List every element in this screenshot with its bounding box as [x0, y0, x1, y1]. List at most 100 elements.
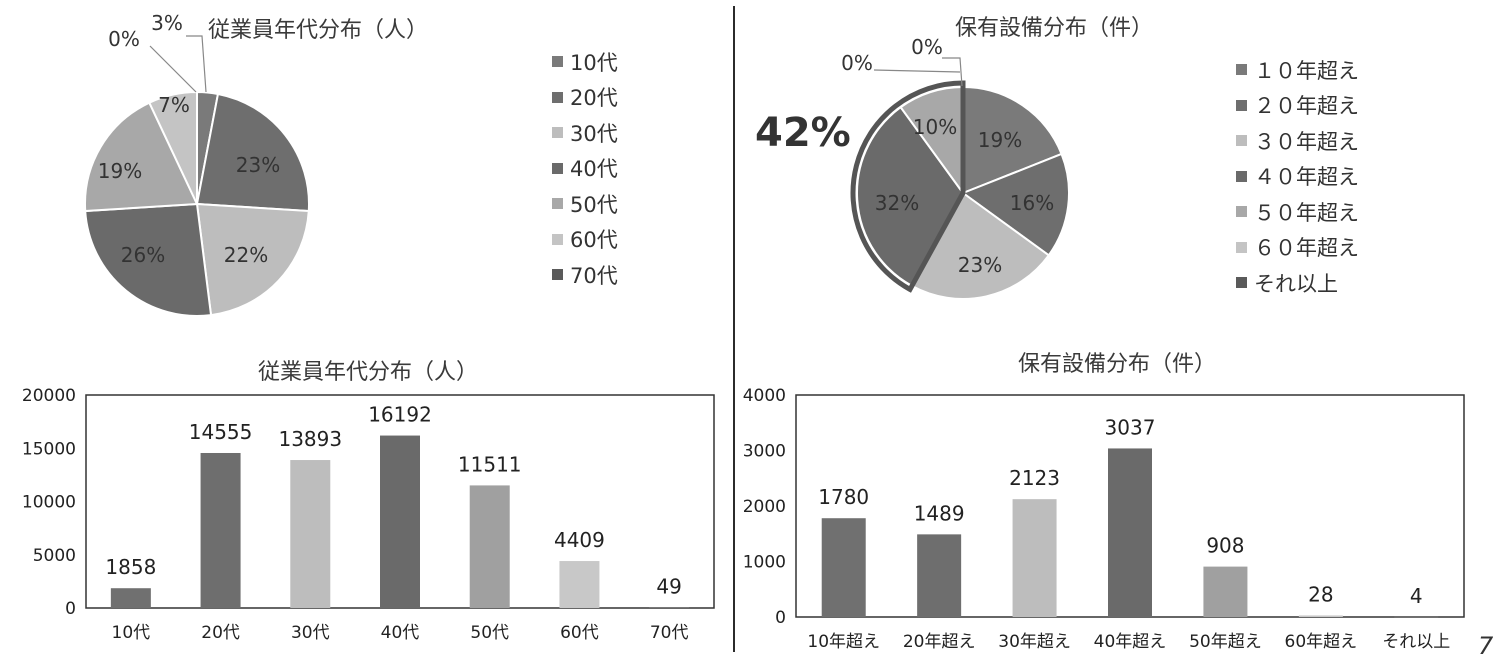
bar2-bar — [917, 534, 962, 617]
pie2-title: 保有設備分布（件） — [955, 16, 1154, 41]
pie2-slice-label: 0% — [841, 51, 873, 75]
pie1-slice-label: 26% — [121, 243, 165, 267]
pie1-leader-line — [186, 35, 207, 93]
bar1-x-tick: 50代 — [470, 623, 509, 643]
pie1-legend-label: 20代 — [570, 86, 618, 111]
pie1-legend-item: 50代 — [552, 186, 618, 222]
bar1-x-tick: 10代 — [112, 623, 151, 643]
bar2-x-tick: 60年超え — [1285, 632, 1358, 652]
pie2-slice-label: 0% — [911, 35, 943, 59]
bar1-data-label: 49 — [656, 574, 681, 598]
bar1-y-tick: 10000 — [22, 493, 76, 513]
pie2-legend-swatch — [1236, 135, 1247, 147]
bar2-bar — [1298, 615, 1343, 617]
pie2-legend-swatch — [1236, 99, 1247, 111]
pie2-slice — [910, 191, 1051, 300]
pie1-legend-swatch — [552, 198, 563, 210]
bar1-data-label: 1858 — [105, 555, 156, 579]
pie2-legend-item: ４０年超え — [1236, 159, 1359, 195]
bar2-data-label: 4 — [1410, 584, 1423, 608]
pie2-slice-label: 19% — [978, 128, 1022, 152]
pie1-legend: 10代 20代 30代 40代 50代 60代 70代 — [552, 44, 618, 293]
bar1-bar — [110, 588, 151, 608]
bar2-y-tick: 1000 — [743, 553, 786, 573]
bar2-bar — [1203, 566, 1248, 617]
pie2-slice-label: 32% — [875, 191, 919, 215]
pie2-slice-label: 23% — [958, 253, 1002, 277]
pie1-legend-label: 40代 — [570, 157, 618, 182]
bar1-title: 従業員年代分布（人） — [258, 360, 479, 385]
pie1-legend-swatch — [552, 233, 563, 245]
pie1-slice-label: 3% — [151, 11, 183, 35]
bar1-y-tick: 5000 — [33, 546, 76, 566]
bar1-bar — [290, 460, 331, 608]
pie1-legend-label: 10代 — [570, 50, 618, 75]
bar1-x-tick: 40代 — [381, 623, 420, 643]
pie1-legend-swatch — [552, 91, 563, 103]
pie2-slice — [856, 105, 965, 288]
pie1-legend-swatch — [552, 269, 563, 281]
pie2-legend-item: ５０年超え — [1236, 194, 1359, 230]
bar1-y-tick: 20000 — [22, 386, 76, 406]
pie2-highlight-outline — [850, 80, 966, 293]
pie1-slice-label: 0% — [108, 27, 140, 51]
bar2-bar — [1012, 499, 1057, 617]
bar2-data-label: 28 — [1308, 582, 1333, 606]
pie1-slice — [84, 202, 213, 317]
pie2-legend-item: ６０年超え — [1236, 230, 1359, 266]
pie1-legend-label: 70代 — [570, 263, 618, 288]
pie2-legend-swatch — [1236, 64, 1247, 76]
pie1-slice — [195, 202, 310, 317]
pie1-legend-swatch — [552, 56, 563, 68]
pie2-slice — [962, 85, 1063, 195]
pie1-legend-swatch — [552, 162, 563, 174]
bar1-x-tick: 30代 — [291, 623, 330, 643]
bar1-bar — [200, 452, 241, 608]
pie1-legend-swatch — [552, 127, 563, 139]
pie1-slice — [195, 92, 310, 213]
pie2-legend: １０年超え ２０年超え ３０年超え ４０年超え ５０年超え ６０年超え それ以上 — [1236, 52, 1359, 301]
pie2-leader-line — [942, 57, 963, 87]
bar2-x-tick: 20年超え — [903, 632, 976, 652]
pie1-slice-label: 19% — [98, 159, 142, 183]
pie2-legend-label: １０年超え — [1254, 58, 1359, 83]
bar1-data-label: 16192 — [368, 403, 432, 427]
pie2-slice — [960, 152, 1070, 257]
pie2-annotation: 42% — [755, 110, 851, 156]
bar1-data-label: 4409 — [554, 528, 605, 552]
bar1-bar — [469, 485, 510, 608]
pie1-legend-item: 20代 — [552, 80, 618, 116]
pie1-legend-label: 30代 — [570, 121, 618, 146]
bar2-data-label: 1780 — [818, 485, 869, 509]
pie1-slice — [84, 101, 199, 213]
pie1-slice — [147, 90, 198, 205]
bar2-bar — [1394, 616, 1439, 618]
bar2-x-tick: 40年超え — [1094, 632, 1167, 652]
pie1-legend-item: 60代 — [552, 222, 618, 258]
pie2-slice-label: 16% — [1010, 191, 1054, 215]
pie1-title: 従業員年代分布（人） — [208, 18, 429, 43]
bar2-y-tick: 3000 — [743, 442, 786, 462]
bar1-data-label: 14555 — [189, 420, 253, 444]
bar2-x-tick: 30年超え — [998, 632, 1071, 652]
pie2-legend-item: それ以上 — [1236, 265, 1359, 301]
bar2-x-tick: 10年超え — [807, 632, 880, 652]
pie2-legend-swatch — [1236, 206, 1247, 218]
bar2-title: 保有設備分布（件） — [1018, 352, 1217, 377]
bar2-x-tick: それ以上 — [1382, 632, 1450, 652]
bar2-bar — [1108, 448, 1152, 617]
pie2-legend-item: ２０年超え — [1236, 88, 1359, 124]
pie1-slice-label: 23% — [236, 153, 280, 177]
bar2-x-tick: 50年超え — [1189, 632, 1262, 652]
bar2-data-label: 2123 — [1009, 466, 1060, 490]
pie1-legend-item: 30代 — [552, 115, 618, 151]
pie1-slice-label: 22% — [224, 243, 268, 267]
pie2-legend-label: ４０年超え — [1254, 165, 1359, 190]
bar1-data-label: 11511 — [458, 452, 522, 476]
bar2-y-tick: 0 — [775, 608, 786, 628]
pie1-legend-label: 60代 — [570, 228, 618, 253]
pie2-legend-swatch — [1236, 170, 1247, 182]
pie1-legend-label: 50代 — [570, 192, 618, 217]
bar1-bar — [559, 561, 600, 608]
